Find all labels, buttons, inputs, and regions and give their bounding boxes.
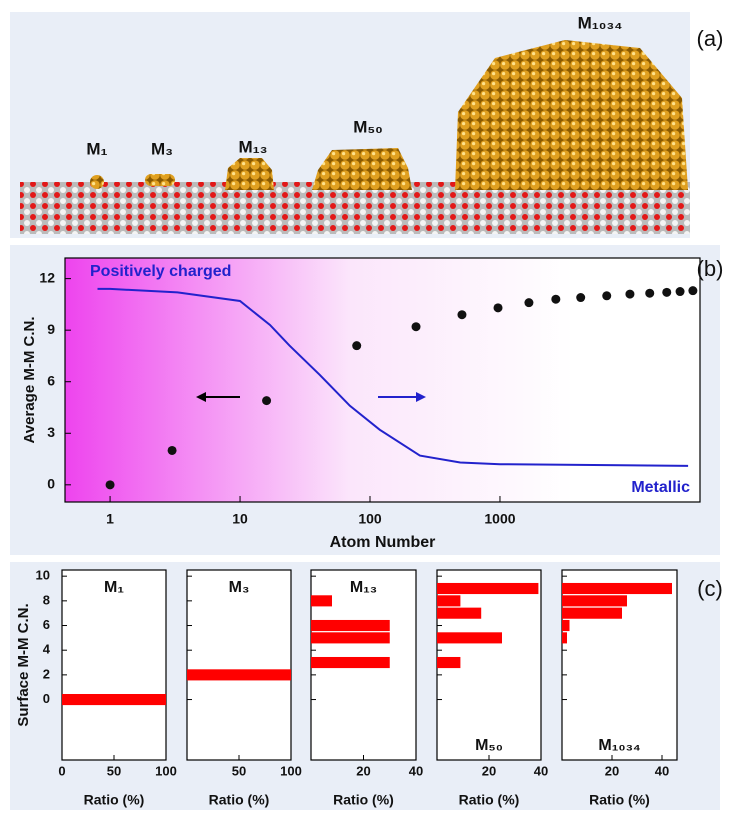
x-axis-label: Ratio (%): [333, 792, 394, 808]
panel-label: (a): [697, 26, 724, 51]
y-tick-label: 0: [43, 691, 50, 706]
bar: [437, 608, 481, 619]
x-tick-label: 1000: [484, 511, 515, 527]
subplot-title: M₁: [104, 579, 124, 596]
data-point: [524, 298, 533, 307]
data-point: [662, 288, 671, 297]
y-tick-label: 2: [43, 666, 50, 681]
annotation: Metallic: [631, 479, 690, 496]
y-tick-label: 10: [36, 568, 50, 583]
data-point: [168, 446, 177, 455]
bar: [562, 608, 622, 619]
subplot-frame: [187, 570, 291, 760]
bar: [437, 583, 538, 594]
x-axis-label: Ratio (%): [209, 792, 270, 808]
bar: [562, 632, 567, 643]
x-tick-label: 40: [534, 763, 548, 778]
bar: [62, 694, 166, 705]
panel-label: (c): [697, 576, 723, 601]
subplot-title: M₁₃: [350, 579, 377, 596]
y-tick-label: 12: [39, 269, 55, 285]
cluster-label: M₅₀: [353, 117, 383, 136]
page: (a) M₁M₃M₁₃M₅₀M₁₀₃₄0369121101001000Atom …: [0, 0, 731, 814]
bar: [562, 583, 672, 594]
y-tick-label: 3: [47, 424, 55, 440]
x-tick-label: 50: [107, 763, 121, 778]
data-point: [645, 289, 654, 298]
y-axis-label: Surface M-M C.N.: [15, 603, 32, 726]
x-axis-label: Atom Number: [330, 534, 436, 551]
bar: [311, 595, 332, 606]
cluster-label: M₁: [86, 139, 107, 158]
data-point: [457, 310, 466, 319]
data-point: [106, 480, 115, 489]
bar: [562, 595, 627, 606]
x-tick-label: 100: [280, 763, 302, 778]
x-axis-label: Ratio (%): [84, 792, 145, 808]
cluster-label: M₃: [151, 139, 173, 158]
subplot-title: M₅₀: [475, 737, 503, 754]
cluster-label: M₁₃: [238, 137, 267, 156]
bar: [311, 620, 390, 631]
data-point: [688, 286, 697, 295]
x-tick-label: 100: [155, 763, 177, 778]
bar: [437, 632, 502, 643]
data-point: [412, 322, 421, 331]
x-tick-label: 100: [358, 511, 382, 527]
cluster-m3: [145, 174, 175, 186]
data-point: [262, 396, 271, 405]
x-tick-label: 1: [106, 511, 114, 527]
x-tick-label: 20: [482, 763, 496, 778]
x-axis-label: Ratio (%): [459, 792, 520, 808]
x-tick-label: 10: [232, 511, 248, 527]
subplot-title: M₃: [229, 579, 250, 596]
bar: [562, 620, 570, 631]
y-tick-label: 8: [43, 592, 50, 607]
y-axis-label: Average M-M C.N.: [21, 317, 38, 444]
subplot-title: M₁₀₃₄: [598, 737, 640, 754]
subplot-frame: [62, 570, 166, 760]
cluster-m1: [90, 175, 104, 189]
data-point: [676, 287, 685, 296]
figure: (a) M₁M₃M₁₃M₅₀M₁₀₃₄0369121101001000Atom …: [0, 0, 731, 814]
x-tick-label: 40: [655, 763, 669, 778]
data-point: [576, 293, 585, 302]
x-axis-label: Ratio (%): [589, 792, 650, 808]
y-tick-label: 4: [43, 642, 51, 657]
data-point: [551, 295, 560, 304]
y-tick-label: 6: [43, 617, 50, 632]
x-tick-label: 20: [356, 763, 370, 778]
y-tick-label: 0: [47, 476, 55, 492]
x-tick-label: 20: [605, 763, 619, 778]
data-point: [494, 303, 503, 312]
bar: [187, 669, 291, 680]
data-point: [352, 341, 361, 350]
x-tick-label: 40: [409, 763, 423, 778]
cluster-label: M₁₀₃₄: [578, 13, 623, 32]
data-point: [625, 290, 634, 299]
bar: [437, 657, 460, 668]
bar: [311, 657, 390, 668]
x-tick-label: 50: [232, 763, 246, 778]
data-point: [602, 291, 611, 300]
y-tick-label: 9: [47, 321, 55, 337]
bar: [437, 595, 460, 606]
y-tick-label: 6: [47, 372, 55, 388]
panel-label: (b): [697, 256, 724, 281]
bar: [311, 632, 390, 643]
x-tick-label: 0: [58, 763, 65, 778]
annotation: Positively charged: [90, 263, 231, 280]
